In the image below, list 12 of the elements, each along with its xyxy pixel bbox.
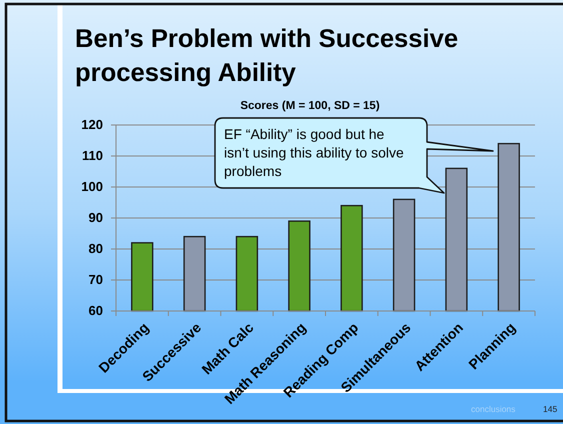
annotation: EF “Ability” is good but he isn’t using this ability to solve problems (224, 126, 404, 179)
y-tick-label: 80 (88, 241, 103, 256)
text: 145 (543, 404, 558, 414)
chart-subtitle: Scores (M = 100, SD = 15) (240, 100, 380, 112)
y-tick-label: 90 (88, 210, 103, 226)
y-tick-label: 60 (88, 303, 103, 318)
y-tick-label: 120 (81, 117, 103, 132)
y-tick-label: 110 (82, 148, 103, 164)
text: conclusions (471, 404, 516, 414)
y-tick-label: 70 (88, 272, 103, 288)
chart-title: Ben’s Problem with Successive processing Ability (75, 25, 458, 87)
y-tick-label: 100 (81, 179, 103, 194)
